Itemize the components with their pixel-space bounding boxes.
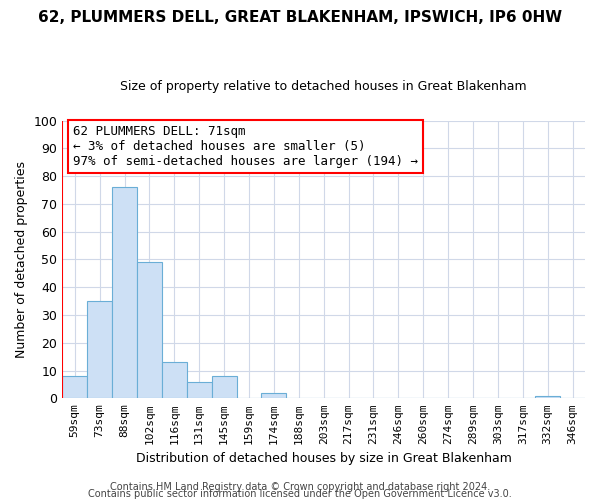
Title: Size of property relative to detached houses in Great Blakenham: Size of property relative to detached ho…: [121, 80, 527, 93]
Bar: [112, 187, 137, 398]
Bar: [62, 376, 87, 398]
Text: 62 PLUMMERS DELL: 71sqm
← 3% of detached houses are smaller (5)
97% of semi-deta: 62 PLUMMERS DELL: 71sqm ← 3% of detached…: [73, 124, 418, 168]
Bar: [212, 376, 236, 398]
Text: 62, PLUMMERS DELL, GREAT BLAKENHAM, IPSWICH, IP6 0HW: 62, PLUMMERS DELL, GREAT BLAKENHAM, IPSW…: [38, 10, 562, 25]
Bar: [535, 396, 560, 398]
Bar: [187, 382, 212, 398]
Bar: [87, 301, 112, 398]
Bar: [162, 362, 187, 399]
Bar: [137, 262, 162, 398]
Text: Contains HM Land Registry data © Crown copyright and database right 2024.: Contains HM Land Registry data © Crown c…: [110, 482, 490, 492]
Text: Contains public sector information licensed under the Open Government Licence v3: Contains public sector information licen…: [88, 489, 512, 499]
Y-axis label: Number of detached properties: Number of detached properties: [15, 161, 28, 358]
X-axis label: Distribution of detached houses by size in Great Blakenham: Distribution of detached houses by size …: [136, 452, 512, 465]
Bar: [262, 393, 286, 398]
